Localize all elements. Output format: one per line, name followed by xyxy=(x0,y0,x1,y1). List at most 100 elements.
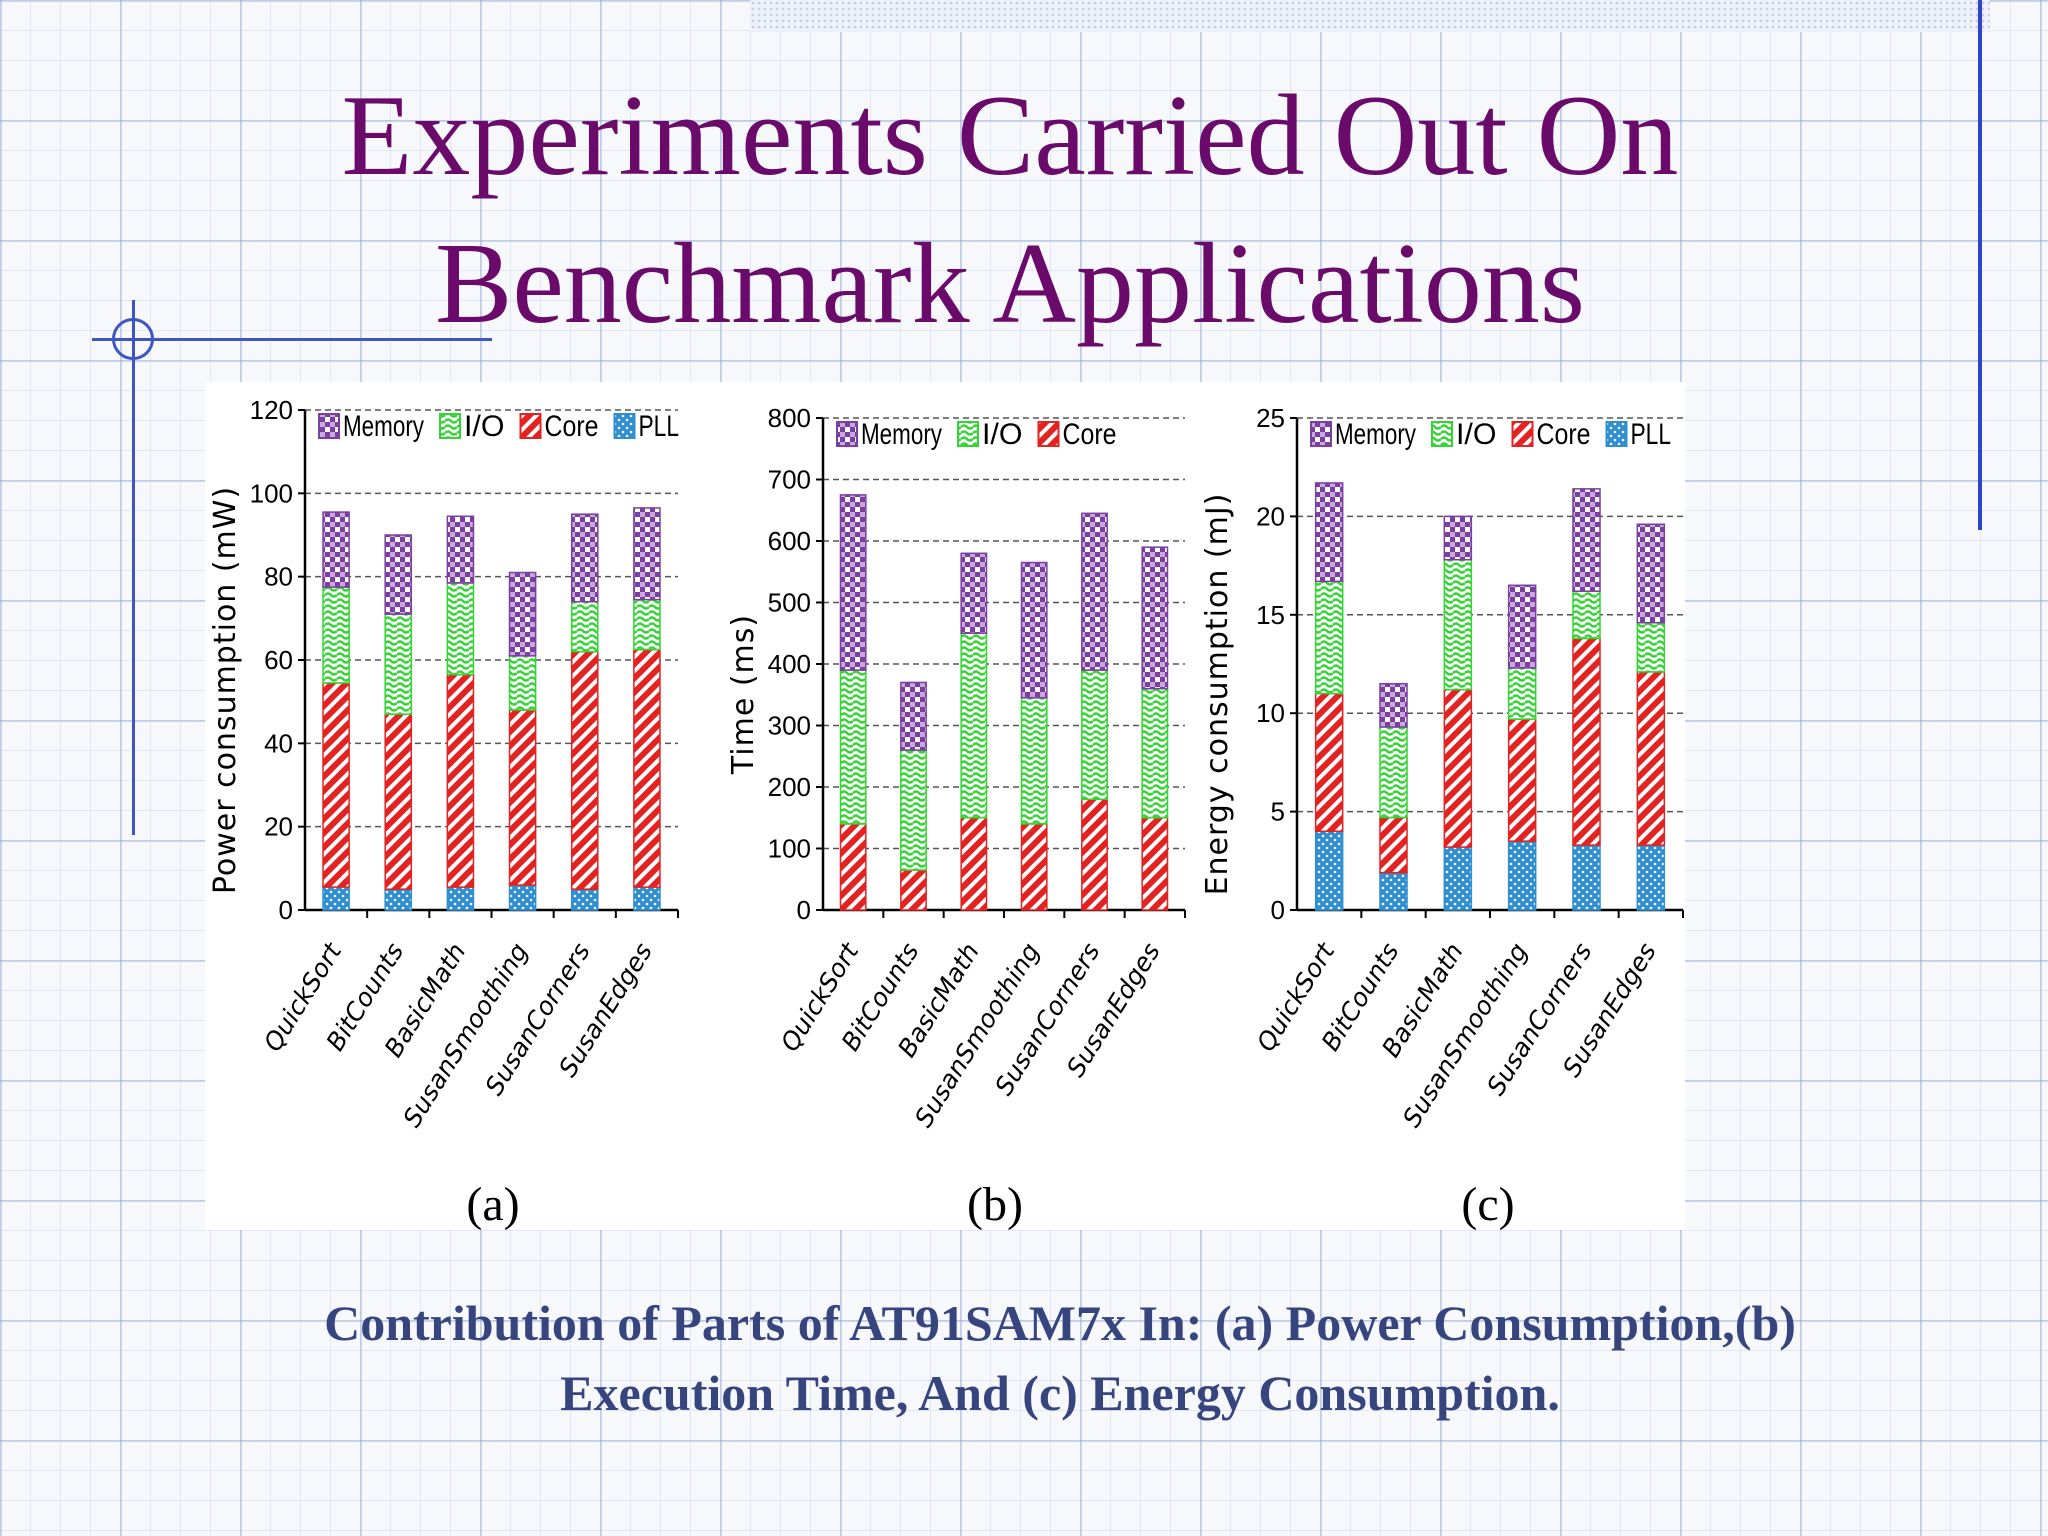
legend-label-memory: Memory xyxy=(343,410,424,443)
y-tick-label: 500 xyxy=(768,588,811,618)
bar-memory-quicksort xyxy=(839,494,867,671)
caption-line-1: Contribution of Parts of AT91SAM7x In: (… xyxy=(324,1295,1796,1351)
slide-title-line-1: Experiments Carried Out On xyxy=(341,72,1679,200)
y-tick-label: 700 xyxy=(768,465,811,495)
bar-i-o-susancorners xyxy=(1572,590,1601,640)
legend-swatch-i-o xyxy=(439,413,461,439)
legend-label-memory: Memory xyxy=(1335,418,1416,451)
bar-memory-bitcounts xyxy=(900,681,927,751)
legend-swatch-core xyxy=(1511,421,1534,447)
legend-swatch-memory xyxy=(836,421,858,447)
bar-i-o-basicmath xyxy=(960,632,988,819)
bar-pll-bitcounts xyxy=(384,888,413,911)
bar-core-quicksort xyxy=(839,823,867,911)
bar-pll-bitcounts xyxy=(1379,871,1408,911)
y-tick-label: 100 xyxy=(250,478,293,508)
y-tick-label: 600 xyxy=(768,526,811,556)
bar-pll-quicksort xyxy=(1314,830,1344,911)
bar-pll-susanedges xyxy=(1636,844,1666,911)
bar-memory-susanedges xyxy=(633,507,661,601)
panel-label: (b) xyxy=(967,1178,1023,1230)
bar-core-quicksort xyxy=(1314,692,1344,833)
legend-label-core: Core xyxy=(545,410,599,443)
y-tick-label: 60 xyxy=(264,645,293,675)
legend: Memory I/O Core xyxy=(836,418,1117,451)
bar-memory-susansmoothing xyxy=(508,571,537,657)
top-pattern-band xyxy=(750,0,1990,32)
bar-i-o-susansmoothing xyxy=(1020,697,1048,825)
legend-swatch-core xyxy=(519,413,542,439)
bar-memory-bitcounts xyxy=(1379,682,1408,728)
y-tick-label: 800 xyxy=(768,403,811,433)
legend-swatch-pll xyxy=(613,413,636,439)
bar-i-o-susanedges xyxy=(633,598,661,651)
bar-memory-susansmoothing xyxy=(1507,584,1537,669)
bar-core-susanedges xyxy=(633,648,661,888)
right-accent-line xyxy=(1978,0,1982,530)
legend-swatch-core xyxy=(1037,421,1060,447)
bar-memory-susancorners xyxy=(1081,512,1108,671)
legend-swatch-pll xyxy=(1605,421,1628,447)
y-tick-label: 25 xyxy=(1256,403,1285,433)
bar-core-quicksort xyxy=(322,682,350,888)
y-tick-label: 20 xyxy=(1256,501,1285,531)
bar-core-susansmoothing xyxy=(1020,823,1048,911)
bar-core-susanedges xyxy=(1636,671,1666,846)
bar-memory-basicmath xyxy=(446,515,475,584)
bar-core-susanedges xyxy=(1141,817,1169,911)
bar-i-o-susanedges xyxy=(1636,621,1666,673)
bar-i-o-bitcounts xyxy=(1379,726,1408,819)
legend-label-core: Core xyxy=(1063,418,1117,451)
bar-i-o-basicmath xyxy=(446,582,475,676)
y-tick-label: 0 xyxy=(797,895,811,925)
bar-memory-basicmath xyxy=(1443,515,1473,561)
bar-pll-susancorners xyxy=(570,888,599,911)
panel-label: (c) xyxy=(1461,1178,1514,1230)
bar-core-susansmoothing xyxy=(508,709,537,886)
y-tick-label: 200 xyxy=(768,772,811,802)
bar-i-o-susancorners xyxy=(1081,669,1108,801)
crosshair-accent-line xyxy=(92,338,492,341)
bar-i-o-bitcounts xyxy=(900,749,927,871)
y-axis-label: Energy consumption (mJ) xyxy=(1200,493,1235,896)
legend-swatch-memory xyxy=(1310,421,1332,447)
bar-i-o-susanedges xyxy=(1141,687,1169,819)
y-tick-label: 80 xyxy=(264,562,293,592)
legend-label-i-o: I/O xyxy=(982,418,1023,451)
y-tick-label: 100 xyxy=(768,834,811,864)
y-tick-label: 300 xyxy=(768,711,811,741)
figure-caption: Contribution of Parts of AT91SAM7x In: (… xyxy=(140,1288,1980,1428)
bar-core-basicmath xyxy=(1443,688,1473,848)
bar-pll-susansmoothing xyxy=(1507,840,1537,911)
bar-i-o-quicksort xyxy=(839,669,867,825)
bar-i-o-bitcounts xyxy=(384,613,413,715)
bar-pll-basicmath xyxy=(446,886,475,911)
y-tick-label: 20 xyxy=(264,812,293,842)
bar-core-basicmath xyxy=(960,817,988,911)
y-tick-label: 10 xyxy=(1256,698,1285,728)
bar-i-o-quicksort xyxy=(322,586,350,684)
y-tick-label: 400 xyxy=(768,649,811,679)
y-tick-label: 40 xyxy=(264,728,293,758)
bar-memory-susancorners xyxy=(1572,488,1601,592)
bar-pll-susansmoothing xyxy=(508,884,537,911)
bar-i-o-susancorners xyxy=(570,600,599,653)
crosshair-circle-icon xyxy=(112,318,154,360)
bar-core-bitcounts xyxy=(900,869,927,911)
bar-core-susancorners xyxy=(1572,637,1601,846)
slide-title: Experiments Carried Out On Benchmark App… xyxy=(140,62,1880,358)
bar-i-o-basicmath xyxy=(1443,558,1473,691)
legend-label-pll: PLL xyxy=(1631,418,1672,451)
bar-pll-quicksort xyxy=(322,886,350,911)
bar-core-basicmath xyxy=(446,673,475,888)
legend-label-i-o: I/O xyxy=(464,410,505,443)
legend: Memory I/O Core PLL xyxy=(1310,418,1672,451)
bar-core-susancorners xyxy=(1081,798,1108,911)
slide-title-line-2: Benchmark Applications xyxy=(434,220,1586,348)
y-tick-label: 15 xyxy=(1256,600,1285,630)
bar-pll-basicmath xyxy=(1443,846,1473,911)
legend-label-core: Core xyxy=(1537,418,1591,451)
bar-memory-susanedges xyxy=(1636,523,1666,624)
